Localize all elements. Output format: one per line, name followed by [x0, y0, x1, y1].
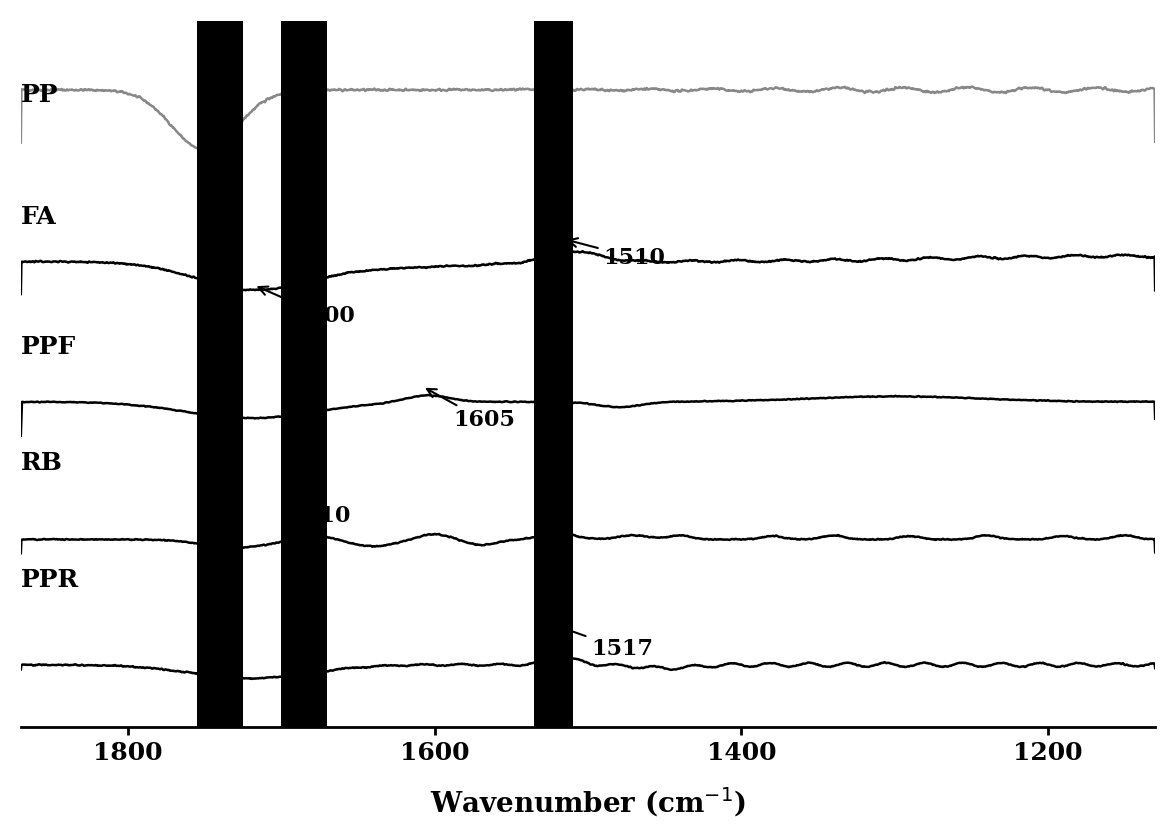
Text: FA: FA: [21, 206, 56, 229]
X-axis label: Wavenumber (cm$^{-1}$): Wavenumber (cm$^{-1}$): [430, 785, 746, 819]
Text: PP: PP: [21, 82, 59, 107]
Text: PPF: PPF: [21, 334, 76, 359]
Text: 1517: 1517: [562, 627, 653, 660]
Text: 1510: 1510: [568, 239, 666, 269]
Text: 1605: 1605: [427, 389, 515, 432]
Bar: [534, 0, 573, 759]
Bar: [281, 0, 327, 759]
Text: 710: 710: [305, 505, 350, 527]
Text: 1700: 1700: [259, 286, 355, 327]
Text: PPR: PPR: [21, 568, 79, 592]
Text: RB: RB: [21, 451, 62, 475]
Bar: [198, 0, 243, 759]
